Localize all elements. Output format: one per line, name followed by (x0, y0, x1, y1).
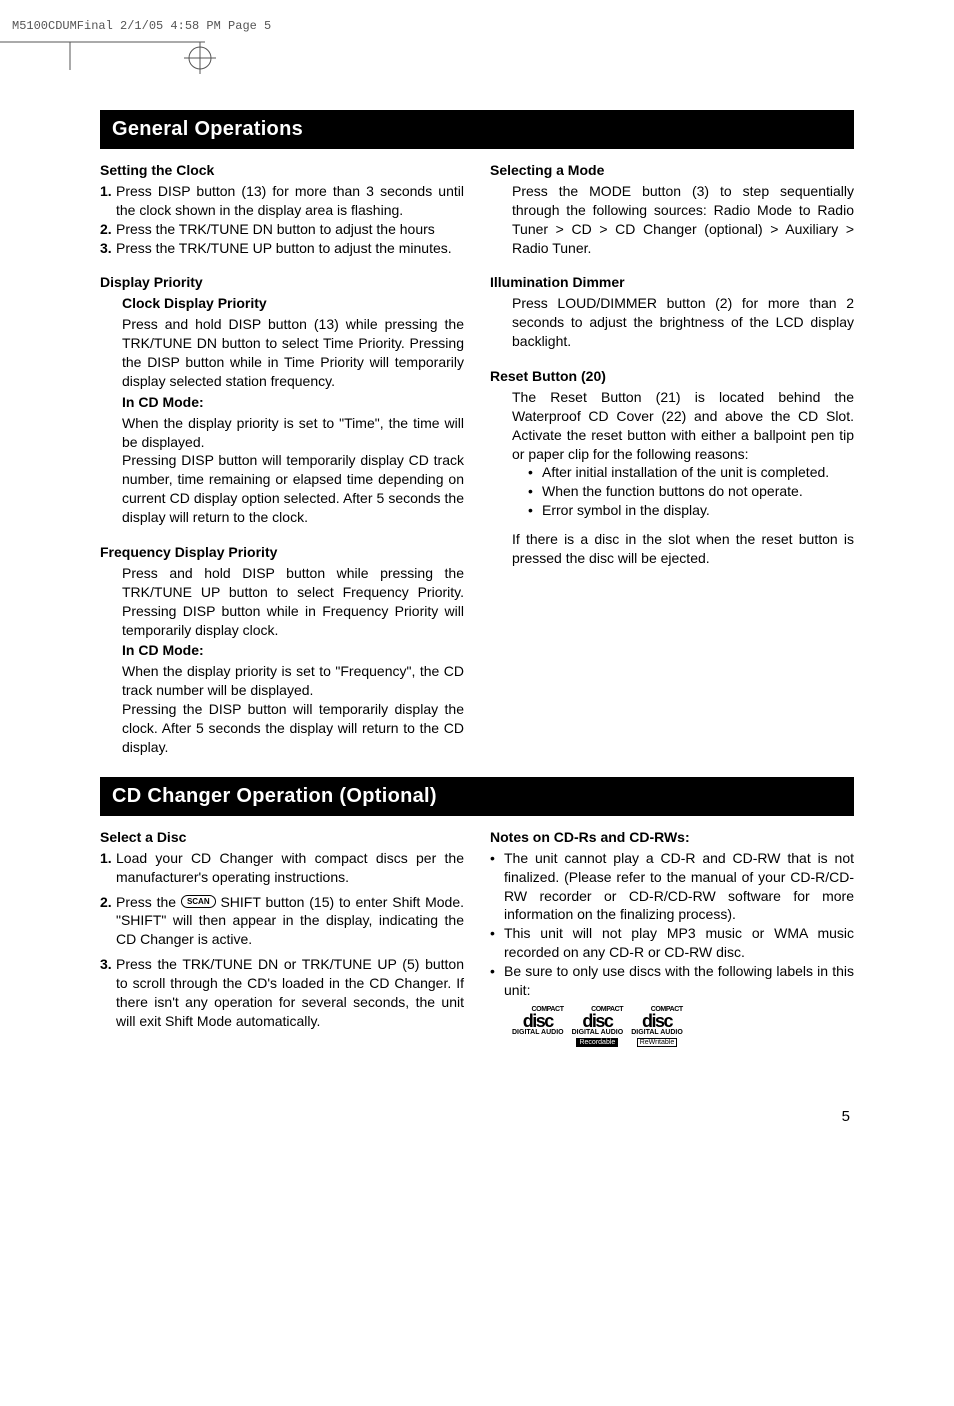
reset-bullet-3: Error symbol in the display. (542, 501, 710, 520)
disc-logo-rewritable: COMPACT disc DIGITAL AUDIO ReWritable (631, 1006, 683, 1047)
disc-logos: COMPACT disc DIGITAL AUDIO COMPACT disc … (490, 1006, 854, 1047)
disc-logo-da: COMPACT disc DIGITAL AUDIO (512, 1006, 564, 1047)
mode-body: Press the MODE button (3) to step sequen… (490, 182, 854, 258)
clock-display-body: Press and hold DISP button (13) while pr… (122, 315, 464, 391)
left-column-2: Select a Disc 1.Load your CD Changer wit… (100, 826, 464, 1047)
heading-notes-cdr: Notes on CD-Rs and CD-RWs: (490, 828, 854, 847)
dimmer-body: Press LOUD/DIMMER button (2) for more th… (490, 294, 854, 351)
heading-freq-display-priority: Frequency Display Priority (100, 543, 464, 562)
disc-logo-recordable: COMPACT disc DIGITAL AUDIO Recordable (572, 1006, 624, 1047)
left-column: Setting the Clock 1.Press DISP button (1… (100, 159, 464, 757)
reset-tail: If there is a disc in the slot when the … (512, 530, 854, 568)
select-disc-1: Load your CD Changer with compact discs … (116, 849, 464, 887)
clock-steps: 1.Press DISP button (13) for more than 3… (100, 182, 464, 258)
notes-bullet-1: The unit cannot play a CD-R and CD-RW th… (504, 849, 854, 925)
section-cd-changer: CD Changer Operation (Optional) (100, 777, 854, 816)
freq-body-3: Pressing the DISP button will temporaril… (122, 700, 464, 757)
notes-bullets: •The unit cannot play a CD-R and CD-RW t… (490, 849, 854, 1000)
heading-setting-clock: Setting the Clock (100, 161, 464, 180)
heading-display-priority: Display Priority (100, 273, 464, 292)
reset-body: The Reset Button (21) is located behind … (512, 388, 854, 464)
right-column-2: Notes on CD-Rs and CD-RWs: •The unit can… (490, 826, 854, 1047)
select-disc-3: Press the TRK/TUNE DN or TRK/TUNE UP (5)… (116, 955, 464, 1031)
cd-mode-body-1a: When the display priority is set to "Tim… (122, 414, 464, 452)
notes-bullet-2: This unit will not play MP3 music or WMA… (504, 924, 854, 962)
heading-cd-mode-2: In CD Mode: (122, 641, 464, 660)
crop-marks-svg (0, 0, 954, 80)
clock-step-1: Press DISP button (13) for more than 3 s… (116, 182, 464, 220)
freq-body-1: Press and hold DISP button while pressin… (122, 564, 464, 640)
select-disc-steps: 1.Load your CD Changer with compact disc… (100, 849, 464, 887)
freq-body-2: When the display priority is set to "Fre… (122, 662, 464, 700)
heading-clock-display-priority: Clock Display Priority (122, 294, 464, 313)
page-number: 5 (100, 1107, 854, 1127)
scan-button-icon: SCAN (181, 895, 216, 908)
select-disc-2: Press the SCAN SHIFT button (15) to ente… (116, 893, 464, 950)
heading-selecting-mode: Selecting a Mode (490, 161, 854, 180)
heading-dimmer: Illumination Dimmer (490, 273, 854, 292)
section-general-operations: General Operations (100, 110, 854, 149)
reset-bullet-1: After initial installation of the unit i… (542, 463, 829, 482)
clock-step-2: Press the TRK/TUNE DN button to adjust t… (116, 220, 464, 239)
reset-bullet-2: When the function buttons do not operate… (542, 482, 803, 501)
cd-mode-body-1b: Pressing DISP button will temporarily di… (122, 451, 464, 527)
heading-reset: Reset Button (20) (490, 367, 854, 386)
heading-cd-mode-1: In CD Mode: (122, 393, 464, 412)
clock-step-3: Press the TRK/TUNE UP button to adjust t… (116, 239, 464, 258)
heading-select-disc: Select a Disc (100, 828, 464, 847)
reset-bullets: •After initial installation of the unit … (512, 463, 854, 520)
notes-bullet-3: Be sure to only use discs with the follo… (504, 962, 854, 1000)
right-column: Selecting a Mode Press the MODE button (… (490, 159, 854, 757)
